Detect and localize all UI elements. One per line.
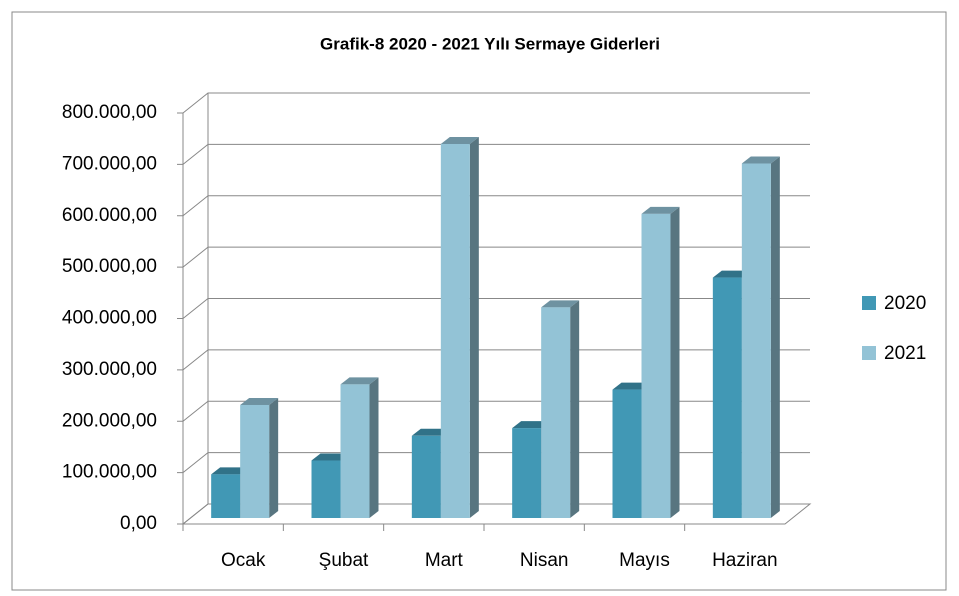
bar-front [641, 213, 671, 519]
y-tick-label: 0,00 [120, 513, 157, 534]
bar-front [411, 435, 441, 518]
grid-line [182, 503, 810, 525]
bar [440, 136, 479, 519]
bar [240, 397, 279, 518]
bar-front [612, 389, 642, 518]
bar [541, 300, 580, 518]
bar-top [741, 156, 780, 164]
bar-front [340, 384, 370, 518]
bar-top [712, 270, 751, 278]
bar-top [411, 428, 450, 436]
bar [340, 377, 379, 518]
bar-top [440, 136, 479, 144]
y-tick-label: 500.000,00 [62, 256, 157, 277]
chart-frame [11, 11, 947, 591]
y-tick-label: 800.000,00 [62, 102, 157, 123]
bar [641, 206, 680, 519]
bar-front [311, 460, 341, 518]
bar-side [570, 300, 580, 518]
bar-front [712, 277, 742, 518]
bar-side [670, 206, 680, 519]
x-tick-label: Mart [425, 550, 464, 571]
bar-top [541, 300, 580, 308]
y-tick-label: 400.000,00 [62, 308, 157, 329]
bar-top [641, 206, 680, 214]
bar-top [612, 382, 651, 390]
grid-line [182, 400, 810, 422]
grid-line [182, 143, 810, 165]
bar-front [512, 428, 542, 518]
bar-front [440, 143, 470, 519]
grid-line [182, 92, 810, 114]
bar-side [369, 377, 379, 518]
y-tick-label: 300.000,00 [62, 359, 157, 380]
grid-line [182, 349, 810, 371]
grid-line [182, 246, 810, 268]
y-tick-label: 200.000,00 [62, 410, 157, 431]
legend-label: 2021 [884, 343, 926, 364]
bar-side [770, 156, 780, 518]
legend-swatch [862, 296, 876, 310]
x-tick-label: Mayıs [619, 550, 670, 571]
x-tick-label: Ocak [221, 550, 266, 571]
legend-label: 2020 [884, 293, 926, 314]
bar-side [469, 136, 479, 519]
grid-line [182, 195, 810, 217]
bar-front [541, 307, 571, 518]
bar-top [512, 421, 551, 429]
bar-front [741, 163, 771, 518]
x-tick-label: Haziran [712, 550, 777, 571]
bar [741, 156, 780, 518]
bar-top [311, 453, 350, 461]
x-tick-label: Şubat [319, 550, 369, 571]
grid-line [182, 298, 810, 319]
bar-side [269, 397, 279, 518]
y-tick-label: 700.000,00 [62, 153, 157, 174]
bar-top [340, 377, 379, 385]
y-tick-label: 100.000,00 [62, 462, 157, 483]
y-tick-label: 600.000,00 [62, 205, 157, 226]
grid-line [182, 452, 810, 474]
legend-swatch [862, 346, 876, 360]
bar-front [211, 474, 241, 518]
bar-top [211, 467, 250, 475]
chart-title: Grafik-8 2020 - 2021 Yılı Sermaye Giderl… [320, 34, 660, 53]
bar-top [240, 397, 279, 405]
bar-front [240, 404, 270, 518]
x-tick-label: Nisan [520, 550, 569, 571]
